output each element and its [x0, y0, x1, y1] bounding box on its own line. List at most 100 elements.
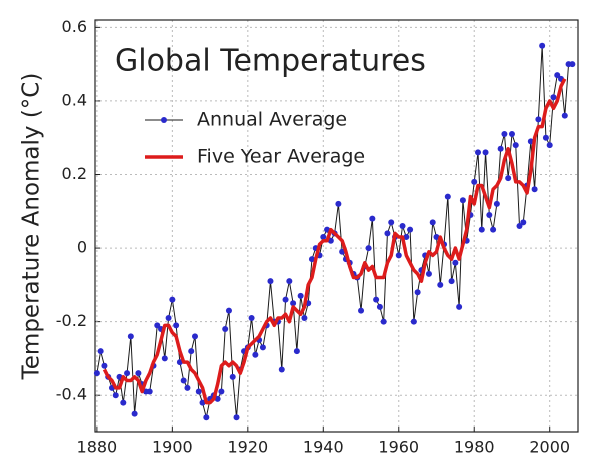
point	[203, 414, 210, 421]
point	[433, 234, 440, 241]
point	[165, 314, 172, 321]
point	[493, 200, 500, 207]
point	[365, 245, 372, 252]
y-tick-label: 0.6	[62, 17, 87, 36]
point	[531, 186, 538, 193]
y-tick-label: -0.4	[56, 385, 87, 404]
point	[478, 226, 485, 233]
x-tick-label: 1880	[77, 438, 118, 457]
point	[535, 116, 542, 123]
y-tick-label: -0.2	[56, 311, 87, 330]
point	[112, 392, 119, 399]
point	[448, 278, 455, 285]
x-tick-label: 1920	[227, 438, 268, 457]
point	[248, 314, 255, 321]
chart-title: Global Temperatures	[115, 44, 426, 79]
point	[290, 300, 297, 307]
y-axis-label: Temperature Anomaly (°C)	[19, 73, 45, 381]
point	[301, 314, 308, 321]
point	[512, 142, 519, 149]
point	[184, 384, 191, 391]
point	[259, 344, 266, 351]
point	[358, 307, 365, 314]
point	[546, 142, 553, 149]
point	[188, 348, 195, 355]
point	[127, 333, 134, 340]
point	[199, 399, 206, 406]
point	[173, 322, 180, 329]
point	[475, 149, 482, 156]
point	[282, 296, 289, 303]
point	[286, 278, 293, 285]
point	[497, 145, 504, 152]
point	[471, 178, 478, 185]
point	[425, 270, 432, 277]
point	[161, 355, 168, 362]
point	[407, 226, 414, 233]
point	[229, 373, 236, 380]
x-tick-label: 2000	[529, 438, 570, 457]
point	[395, 252, 402, 259]
point	[569, 61, 576, 68]
point	[403, 234, 410, 241]
point	[267, 278, 274, 285]
y-tick-label: 0	[77, 238, 87, 257]
point	[456, 303, 463, 310]
point	[191, 333, 198, 340]
point	[520, 219, 527, 226]
point	[335, 200, 342, 207]
point	[388, 219, 395, 226]
point	[459, 197, 466, 204]
plot-frame	[94, 19, 579, 433]
legend-marker	[161, 117, 167, 123]
point	[93, 370, 100, 377]
legend-label: Annual Average	[197, 109, 347, 131]
point	[169, 296, 176, 303]
x-tick-label: 1960	[378, 438, 419, 457]
point	[501, 131, 508, 138]
point	[120, 399, 127, 406]
x-tick-label: 1940	[303, 438, 344, 457]
point	[482, 149, 489, 156]
point	[516, 223, 523, 229]
point	[154, 322, 161, 329]
point	[444, 193, 451, 200]
legend-label: Five Year Average	[197, 146, 365, 168]
point	[561, 112, 568, 119]
point	[180, 377, 187, 384]
point	[380, 318, 387, 325]
point	[376, 303, 383, 310]
point	[399, 223, 406, 229]
point	[429, 219, 436, 226]
point	[222, 326, 229, 332]
point	[225, 307, 232, 314]
point	[384, 230, 391, 237]
point	[505, 175, 512, 182]
point	[97, 348, 104, 355]
y-tick-label: 0.4	[62, 90, 87, 109]
x-tick-label: 1900	[152, 438, 193, 457]
point	[195, 388, 202, 395]
point	[486, 211, 493, 218]
point	[278, 366, 285, 373]
point	[135, 370, 142, 377]
point	[452, 259, 459, 266]
smooth-line	[102, 78, 567, 405]
point	[214, 395, 221, 402]
point	[233, 414, 240, 421]
point	[490, 226, 497, 233]
point	[373, 296, 380, 303]
x-tick-label: 1980	[454, 438, 495, 457]
point	[542, 134, 549, 141]
point	[550, 94, 557, 101]
point	[146, 388, 153, 395]
point	[124, 370, 131, 377]
point	[369, 215, 376, 222]
point	[218, 388, 225, 395]
point	[554, 72, 561, 79]
point	[508, 131, 515, 138]
point	[297, 292, 304, 299]
point	[437, 281, 444, 288]
plot-area	[95, 20, 578, 432]
